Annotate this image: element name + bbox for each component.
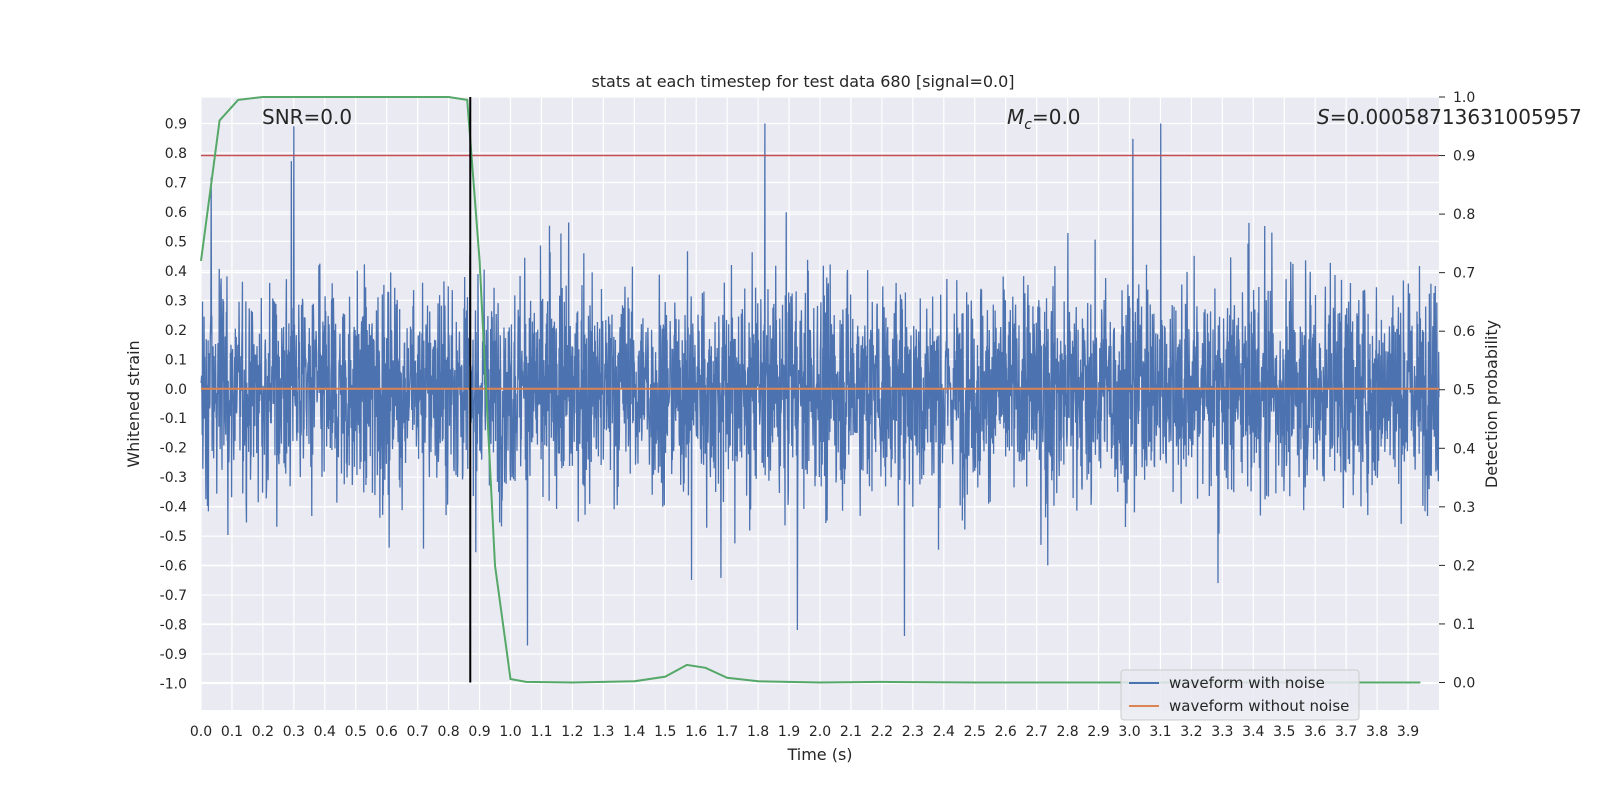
noise-trace [200,123,1440,646]
x-tick-label: 3.9 [1397,724,1419,740]
x-tick-label: 1.8 [747,724,769,740]
x-tick-label: 2.3 [902,724,924,740]
y-tick-label: -0.4 [160,500,187,516]
x-tick-label: 0.9 [468,724,490,740]
score-value: =0.00058713631005957 [1330,105,1582,129]
y2-tick-label: 0.0 [1453,675,1475,691]
x-tick-label: 2.5 [964,724,986,740]
y2-axis-ticks: 1.0 0.9 0.8 0.7 0.6 0.5 0.4 0.3 0.2 0.1 0.0 [1439,90,1475,691]
y-tick-label: -0.2 [160,441,187,457]
y2-tick-label: 1.0 [1453,90,1475,106]
x-tick-label: 2.9 [1087,724,1109,740]
x-tick-label: 3.7 [1335,724,1357,740]
y-tick-label: -0.3 [160,470,187,486]
x-tick-label: 3.2 [1180,724,1202,740]
y-tick-label: -0.7 [160,588,187,604]
y-tick-label: 0.0 [165,382,187,398]
y2-tick-label: 0.6 [1453,324,1475,340]
x-tick-label: 2.1 [840,724,862,740]
legend-box [1120,669,1360,721]
y-tick-label: 0.8 [165,146,187,162]
y2-tick-label: 0.4 [1453,441,1475,457]
x-tick-label: 2.0 [809,724,831,740]
y-tick-label: -0.8 [160,618,187,634]
legend-label-waveform-without-noise: waveform without noise [1169,697,1349,715]
y-axis-ticks: 0.9 0.8 0.7 0.6 0.5 0.4 0.3 0.2 0.1 0.0 -0.1 -0.2 -0… [160,117,187,693]
y2-tick-label: 0.2 [1453,558,1475,574]
x-tick-label: 1.4 [623,724,645,740]
y-tick-label: 0.1 [165,352,187,368]
y2-tick-label: 0.1 [1453,617,1475,633]
chirp-mass-symbol: M [1007,105,1024,129]
x-tick-label: 0.2 [252,724,274,740]
y2-tick-label: 0.5 [1453,383,1475,399]
chart-title: stats at each timestep for test data 680… [591,72,1014,91]
y-axis-label: Whitened strain [124,340,143,467]
score-annotation: S=0.00058713631005957 [1317,105,1582,129]
x-tick-label: 0.6 [376,724,398,740]
y-tick-label: -0.9 [160,647,187,663]
x-tick-label: 3.5 [1273,724,1295,740]
y-tick-label: 0.3 [165,293,187,309]
y-tick-label: -0.1 [160,411,187,427]
x-tick-label: 1.1 [530,724,552,740]
x-tick-label: 3.8 [1366,724,1388,740]
x-tick-label: 1.5 [654,724,676,740]
x-tick-label: 0.3 [283,724,305,740]
chirp-mass-subscript: c [1024,117,1032,133]
x-tick-label: 0.5 [345,724,367,740]
x-tick-label: 3.4 [1242,724,1264,740]
x-tick-label: 0.8 [437,724,459,740]
x-tick-label: 1.7 [716,724,738,740]
x-tick-label: 2.6 [995,724,1017,740]
x-tick-label: 1.0 [499,724,521,740]
series-detection-probability [200,96,1421,684]
y-tick-label: -0.5 [160,529,187,545]
y-tick-label: -0.6 [160,559,187,575]
y-tick-label: 0.6 [165,205,187,221]
snr-annotation: SNR=0.0 [262,105,352,129]
x-axis-ticks: 0.0 0.1 0.2 0.3 0.4 0.5 0.6 0.7 0.8 0.9 1.0 1.1 1.2 1… [190,724,1419,740]
y2-tick-label: 0.9 [1453,149,1475,165]
x-tick-label: 1.2 [561,724,583,740]
score-symbol: S [1317,105,1330,129]
x-tick-label: 2.7 [1026,724,1048,740]
y2-tick-label: 0.7 [1453,266,1475,282]
x-tick-label: 2.4 [933,724,955,740]
x-tick-label: 2.8 [1056,724,1078,740]
legend: waveform with noise waveform without noi… [1120,669,1360,721]
x-tick-label: 0.4 [314,724,336,740]
x-tick-label: 1.6 [685,724,707,740]
x-tick-label: 0.7 [407,724,429,740]
x-tick-label: 3.6 [1304,724,1326,740]
y-tick-label: 0.9 [165,117,187,133]
series-waveform-with-noise [200,123,1440,646]
y-tick-label: 0.5 [165,234,187,250]
x-tick-label: 3.0 [1118,724,1140,740]
y-tick-label: 0.2 [165,323,187,339]
x-tick-label: 2.2 [871,724,893,740]
y-tick-label: 0.4 [165,264,187,280]
chirp-mass-value: =0.0 [1032,105,1081,129]
y2-axis-label: Detection probability [1482,320,1501,488]
y2-tick-label: 0.3 [1453,500,1475,516]
x-tick-label: 1.9 [778,724,800,740]
x-tick-label: 0.1 [221,724,243,740]
chirp-mass-annotation: Mc=0.0 [1007,105,1081,133]
x-tick-label: 3.3 [1211,724,1233,740]
y-tick-label: 0.7 [165,175,187,191]
x-tick-label: 1.3 [592,724,614,740]
x-axis-label: Time (s) [786,745,852,764]
x-tick-label: 3.1 [1149,724,1171,740]
y2-tick-label: 0.8 [1453,207,1475,223]
legend-label-waveform-with-noise: waveform with noise [1169,674,1325,692]
y-tick-label: -1.0 [160,676,187,692]
x-tick-label: 0.0 [190,724,212,740]
